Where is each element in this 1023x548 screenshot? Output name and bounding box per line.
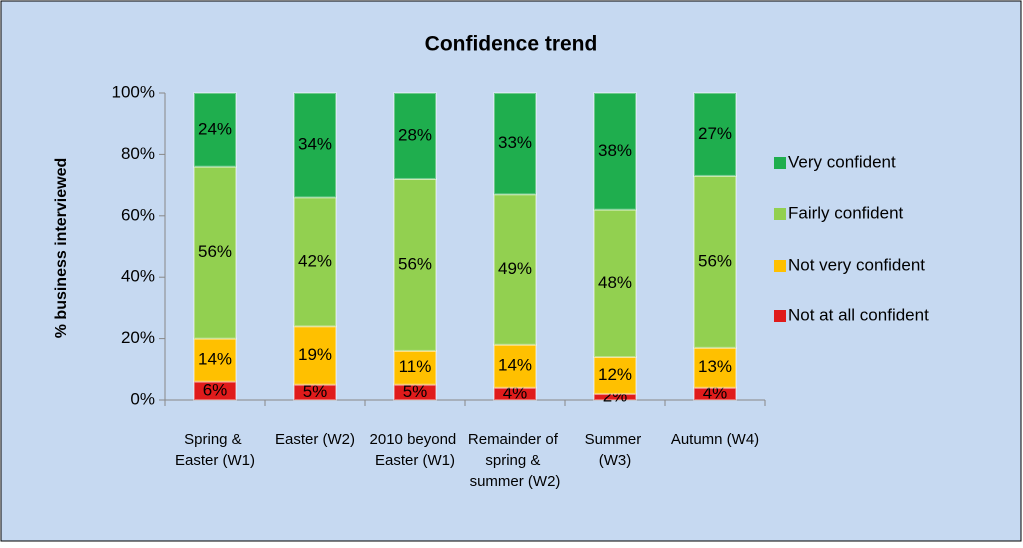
plot-area: [165, 93, 765, 400]
x-tick-label: 2010 beyond Easter (W1): [370, 431, 461, 469]
y-axis-label: % business interviewed: [53, 158, 70, 339]
data-label: 42%: [298, 251, 332, 270]
legend-swatch: [774, 310, 786, 322]
legend-swatch: [774, 208, 786, 220]
data-label: 38%: [598, 141, 632, 160]
legend-label: Very confident: [788, 152, 896, 171]
bar-segment: [393, 177, 437, 352]
x-tick-label-line: (W3): [599, 452, 632, 469]
data-label: 27%: [698, 124, 732, 143]
bar-segment: [293, 196, 337, 328]
x-tick-label: Remainder of spring & summer (W2): [468, 431, 562, 490]
data-label: 6%: [203, 380, 228, 399]
bar-segment: [293, 325, 337, 386]
bar-segment: [493, 92, 537, 196]
y-tick-label: 20%: [121, 328, 155, 347]
bar-segment: [593, 208, 637, 359]
x-tick-label: Autumn (W4): [671, 431, 759, 448]
bar-segment: [193, 92, 237, 168]
data-label: 56%: [198, 242, 232, 261]
y-tick-label: 100%: [112, 82, 155, 101]
x-tick-label-line: Easter (W1): [175, 452, 255, 469]
data-label: 13%: [698, 357, 732, 376]
bar-segment: [393, 92, 437, 180]
legend-swatch: [774, 157, 786, 169]
legend-swatch: [774, 260, 786, 272]
x-tick-label: Easter (W2): [275, 431, 355, 448]
data-label: 56%: [698, 251, 732, 270]
data-label: 19%: [298, 345, 332, 364]
x-tick-label-line: Remainder of: [468, 431, 562, 448]
bar-segment: [593, 356, 637, 395]
x-tick-label-line: Easter (W2): [275, 431, 355, 448]
data-label: 5%: [403, 382, 428, 401]
x-tick-label-line: 2010 beyond: [370, 431, 461, 448]
x-tick-label-line: spring &: [485, 452, 544, 469]
x-tick-label-line: Autumn (W4): [671, 431, 759, 448]
bar-segment: [293, 92, 337, 199]
y-tick-label: 40%: [121, 267, 155, 286]
data-label: 11%: [399, 357, 432, 376]
x-tick-label: Summer (W3): [585, 431, 646, 469]
data-label: 14%: [198, 350, 232, 369]
legend-label: Not at all confident: [788, 305, 929, 324]
x-tick-label-line: Spring &: [184, 431, 246, 448]
y-tick-label: 80%: [121, 144, 155, 163]
x-tick-label: Spring & Easter (W1): [175, 431, 255, 469]
y-tick-label: 60%: [121, 205, 155, 224]
x-tick-label-line: summer (W2): [470, 473, 561, 490]
data-label: 14%: [498, 356, 532, 375]
bar-segment: [493, 343, 537, 389]
data-label: 12%: [598, 365, 632, 384]
bar-segment: [693, 92, 737, 177]
y-tick-label: 0%: [130, 389, 155, 408]
bar-segment: [693, 346, 737, 389]
data-label: 48%: [598, 273, 632, 292]
data-label: 33%: [498, 133, 532, 152]
x-tick-label-line: Summer: [585, 431, 646, 448]
data-label: 56%: [398, 254, 432, 273]
data-label: 4%: [703, 383, 728, 402]
x-tick-label-line: Easter (W1): [375, 452, 455, 469]
data-label: 24%: [198, 119, 232, 138]
data-label: 28%: [398, 125, 432, 144]
legend-label: Fairly confident: [788, 203, 904, 222]
data-label: 49%: [498, 259, 532, 278]
legend-label: Not very confident: [788, 255, 925, 274]
bar-segment: [593, 92, 637, 211]
bar-segment: [193, 337, 237, 383]
chart-title: Confidence trend: [425, 33, 598, 56]
data-label: 4%: [503, 383, 528, 402]
bar-segment: [493, 193, 537, 346]
data-label: 5%: [303, 382, 328, 401]
data-label: 34%: [298, 135, 332, 154]
